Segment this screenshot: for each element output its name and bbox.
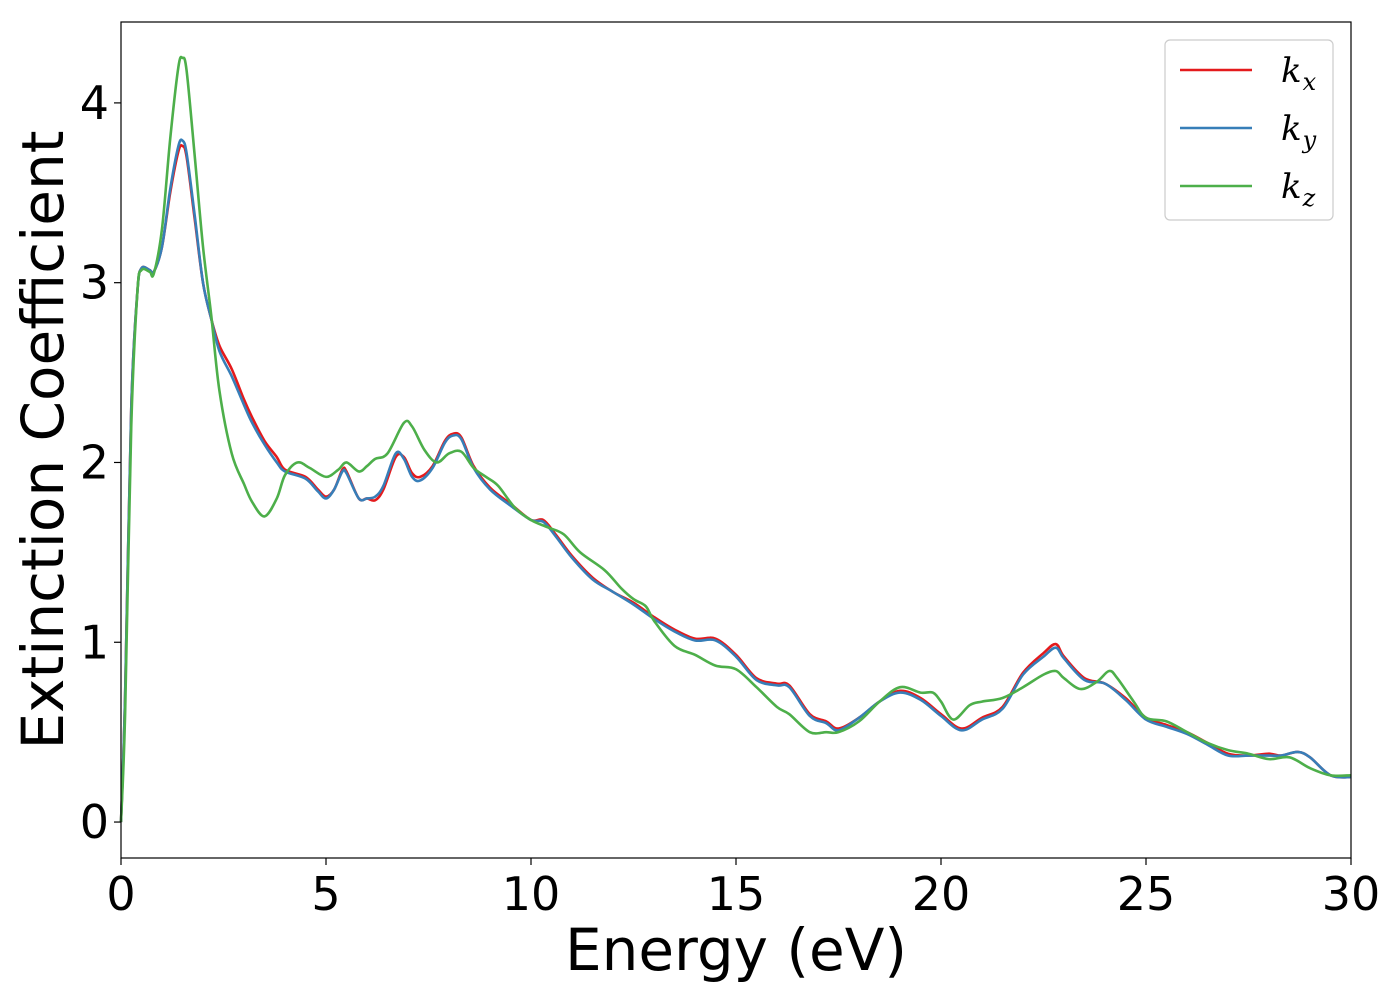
y-tick-label: 0 bbox=[80, 795, 109, 849]
x-tick-label: 20 bbox=[912, 867, 971, 921]
y-tick-label: 2 bbox=[80, 435, 109, 489]
series-layer bbox=[119, 55, 1352, 823]
x-tick-label: 15 bbox=[707, 867, 766, 921]
series-line-z bbox=[119, 55, 1352, 823]
x-tick-label: 25 bbox=[1117, 867, 1176, 921]
y-tick-label: 4 bbox=[80, 76, 109, 130]
legend-box bbox=[1164, 39, 1334, 221]
legend-label-y: ky bbox=[1281, 109, 1317, 154]
series-line-y bbox=[119, 138, 1352, 823]
x-tick-label: 30 bbox=[1322, 867, 1381, 921]
legend-label-x: kx bbox=[1281, 51, 1317, 96]
x-tick-label: 0 bbox=[106, 867, 135, 921]
x-tick-label: 10 bbox=[502, 867, 561, 921]
y-tick-label: 1 bbox=[80, 615, 109, 669]
x-axis: 0 5 10 15 20 25 30 bbox=[106, 858, 1380, 921]
y-axis: 0 1 2 3 4 bbox=[80, 76, 121, 849]
y-axis-label: Extinction Coefficient bbox=[9, 131, 77, 750]
y-tick-label: 3 bbox=[80, 256, 109, 310]
x-axis-label: Energy (eV) bbox=[565, 916, 907, 984]
x-tick-label: 5 bbox=[311, 867, 340, 921]
